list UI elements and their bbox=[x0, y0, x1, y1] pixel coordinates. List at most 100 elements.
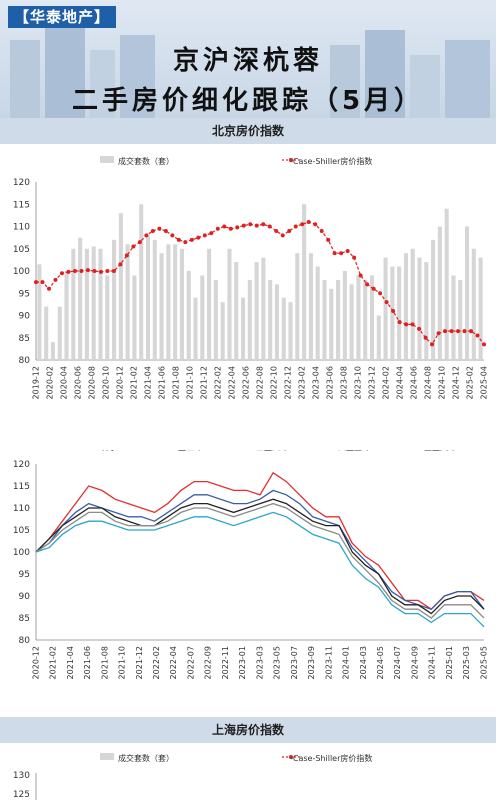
x-tick-label: 2022-09 bbox=[204, 646, 213, 679]
bar bbox=[464, 226, 470, 360]
bar bbox=[254, 262, 259, 360]
bar bbox=[295, 253, 300, 360]
x-tick-label: 2023-10 bbox=[353, 366, 362, 399]
bar bbox=[390, 266, 395, 360]
index-point bbox=[189, 237, 194, 242]
index-point bbox=[287, 228, 292, 233]
x-tick-label: 2023-07 bbox=[290, 646, 299, 679]
bar bbox=[44, 306, 49, 360]
index-point bbox=[150, 228, 155, 233]
x-tick-label: 2023-02 bbox=[297, 366, 306, 399]
skyline-illustration bbox=[10, 25, 490, 118]
index-point bbox=[131, 244, 136, 249]
x-tick-label: 2020-04 bbox=[59, 366, 68, 399]
x-tick-label: 2021-12 bbox=[199, 366, 208, 399]
index-point bbox=[475, 333, 480, 338]
page-title-line2: 二手房价细化跟踪（5月） bbox=[71, 86, 425, 116]
bar bbox=[268, 279, 273, 360]
index-point bbox=[215, 226, 220, 231]
bar bbox=[281, 297, 286, 360]
bar bbox=[159, 253, 164, 360]
bar bbox=[383, 257, 388, 360]
bar bbox=[437, 226, 442, 360]
bar bbox=[105, 275, 110, 360]
x-tick-label: 2024-03 bbox=[359, 646, 368, 679]
x-tick-label: 2021-06 bbox=[83, 646, 92, 679]
x-tick-label: 2024-09 bbox=[410, 646, 419, 679]
index-point bbox=[170, 233, 175, 238]
bar bbox=[200, 275, 205, 360]
y-tick-label: 100 bbox=[13, 548, 30, 558]
bar bbox=[329, 288, 334, 360]
index-point bbox=[157, 226, 162, 231]
bar bbox=[118, 213, 123, 360]
bar bbox=[471, 248, 476, 360]
y-tick-label: 105 bbox=[13, 526, 30, 536]
index-point bbox=[85, 268, 90, 273]
y-tick-label: 110 bbox=[13, 223, 30, 233]
index-point bbox=[98, 269, 103, 274]
index-point bbox=[261, 222, 266, 227]
x-tick-label: 2024-12 bbox=[451, 366, 460, 399]
y-tick-label: 85 bbox=[19, 334, 30, 344]
bar bbox=[247, 279, 252, 360]
index-point bbox=[352, 255, 357, 260]
bar bbox=[322, 279, 327, 360]
y-tick-label: 125 bbox=[13, 790, 30, 800]
y-tick-label: 100 bbox=[13, 267, 30, 277]
index-point bbox=[423, 335, 428, 340]
index-point bbox=[196, 235, 201, 240]
y-tick-label: 90 bbox=[19, 592, 31, 602]
bar bbox=[349, 284, 354, 360]
series-line-4 bbox=[35, 511, 485, 628]
x-tick-label: 2020-02 bbox=[45, 366, 54, 399]
x-tick-label: 2021-08 bbox=[100, 646, 109, 679]
bar bbox=[451, 275, 456, 360]
index-point bbox=[417, 326, 422, 331]
index-point bbox=[228, 226, 233, 231]
brand-badge: 【华泰地产】 bbox=[8, 6, 117, 28]
y-tick-label: 115 bbox=[13, 200, 30, 210]
y-tick-label: 110 bbox=[13, 504, 30, 514]
index-point bbox=[306, 220, 311, 225]
y-tick-label: 115 bbox=[13, 482, 30, 492]
header-banner: 【华泰地产】 京沪深杭蓉 二手房价细化跟踪（5月） bbox=[0, 0, 496, 118]
x-tick-label: 2021-12 bbox=[135, 646, 144, 679]
index-point bbox=[59, 271, 64, 276]
bar bbox=[363, 279, 368, 360]
bar bbox=[132, 275, 137, 360]
bar bbox=[173, 244, 178, 360]
y-tick-label: 95 bbox=[19, 289, 30, 299]
x-tick-label: 2020-12 bbox=[31, 646, 40, 679]
bar bbox=[37, 264, 42, 360]
legend-line-label: -Case-Shiller房价指数 bbox=[290, 753, 372, 763]
index-point bbox=[482, 342, 486, 347]
index-point bbox=[436, 331, 441, 336]
bar bbox=[315, 266, 320, 360]
index-point bbox=[79, 269, 84, 273]
bar bbox=[112, 239, 117, 360]
x-tick-label: 2024-08 bbox=[423, 366, 432, 399]
index-point bbox=[332, 251, 337, 256]
index-point bbox=[202, 233, 207, 238]
x-tick-label: 2022-02 bbox=[152, 646, 161, 679]
bar bbox=[186, 271, 191, 360]
x-tick-label: 2022-12 bbox=[283, 366, 292, 399]
index-point bbox=[378, 291, 383, 296]
legend-label-4: 五至六环 bbox=[424, 450, 456, 452]
index-point bbox=[92, 269, 97, 273]
bar bbox=[444, 208, 449, 360]
x-tick-label: 2021-08 bbox=[171, 366, 180, 399]
beijing-ring-chart: 二环内 二至三环 三至四环 四至五环 五至六环 80 85 90 95 100 105 110 115 1… bbox=[13, 450, 489, 679]
bar bbox=[336, 279, 341, 360]
bar bbox=[207, 248, 212, 360]
index-point bbox=[443, 329, 448, 334]
index-point bbox=[358, 273, 363, 278]
legend-label-1: 二至三环 bbox=[170, 450, 202, 452]
bar bbox=[417, 257, 422, 360]
index-point bbox=[326, 237, 331, 242]
index-point bbox=[137, 240, 142, 245]
index-point bbox=[397, 320, 402, 325]
bar bbox=[308, 253, 313, 360]
x-tick-label: 2021-10 bbox=[118, 646, 127, 679]
